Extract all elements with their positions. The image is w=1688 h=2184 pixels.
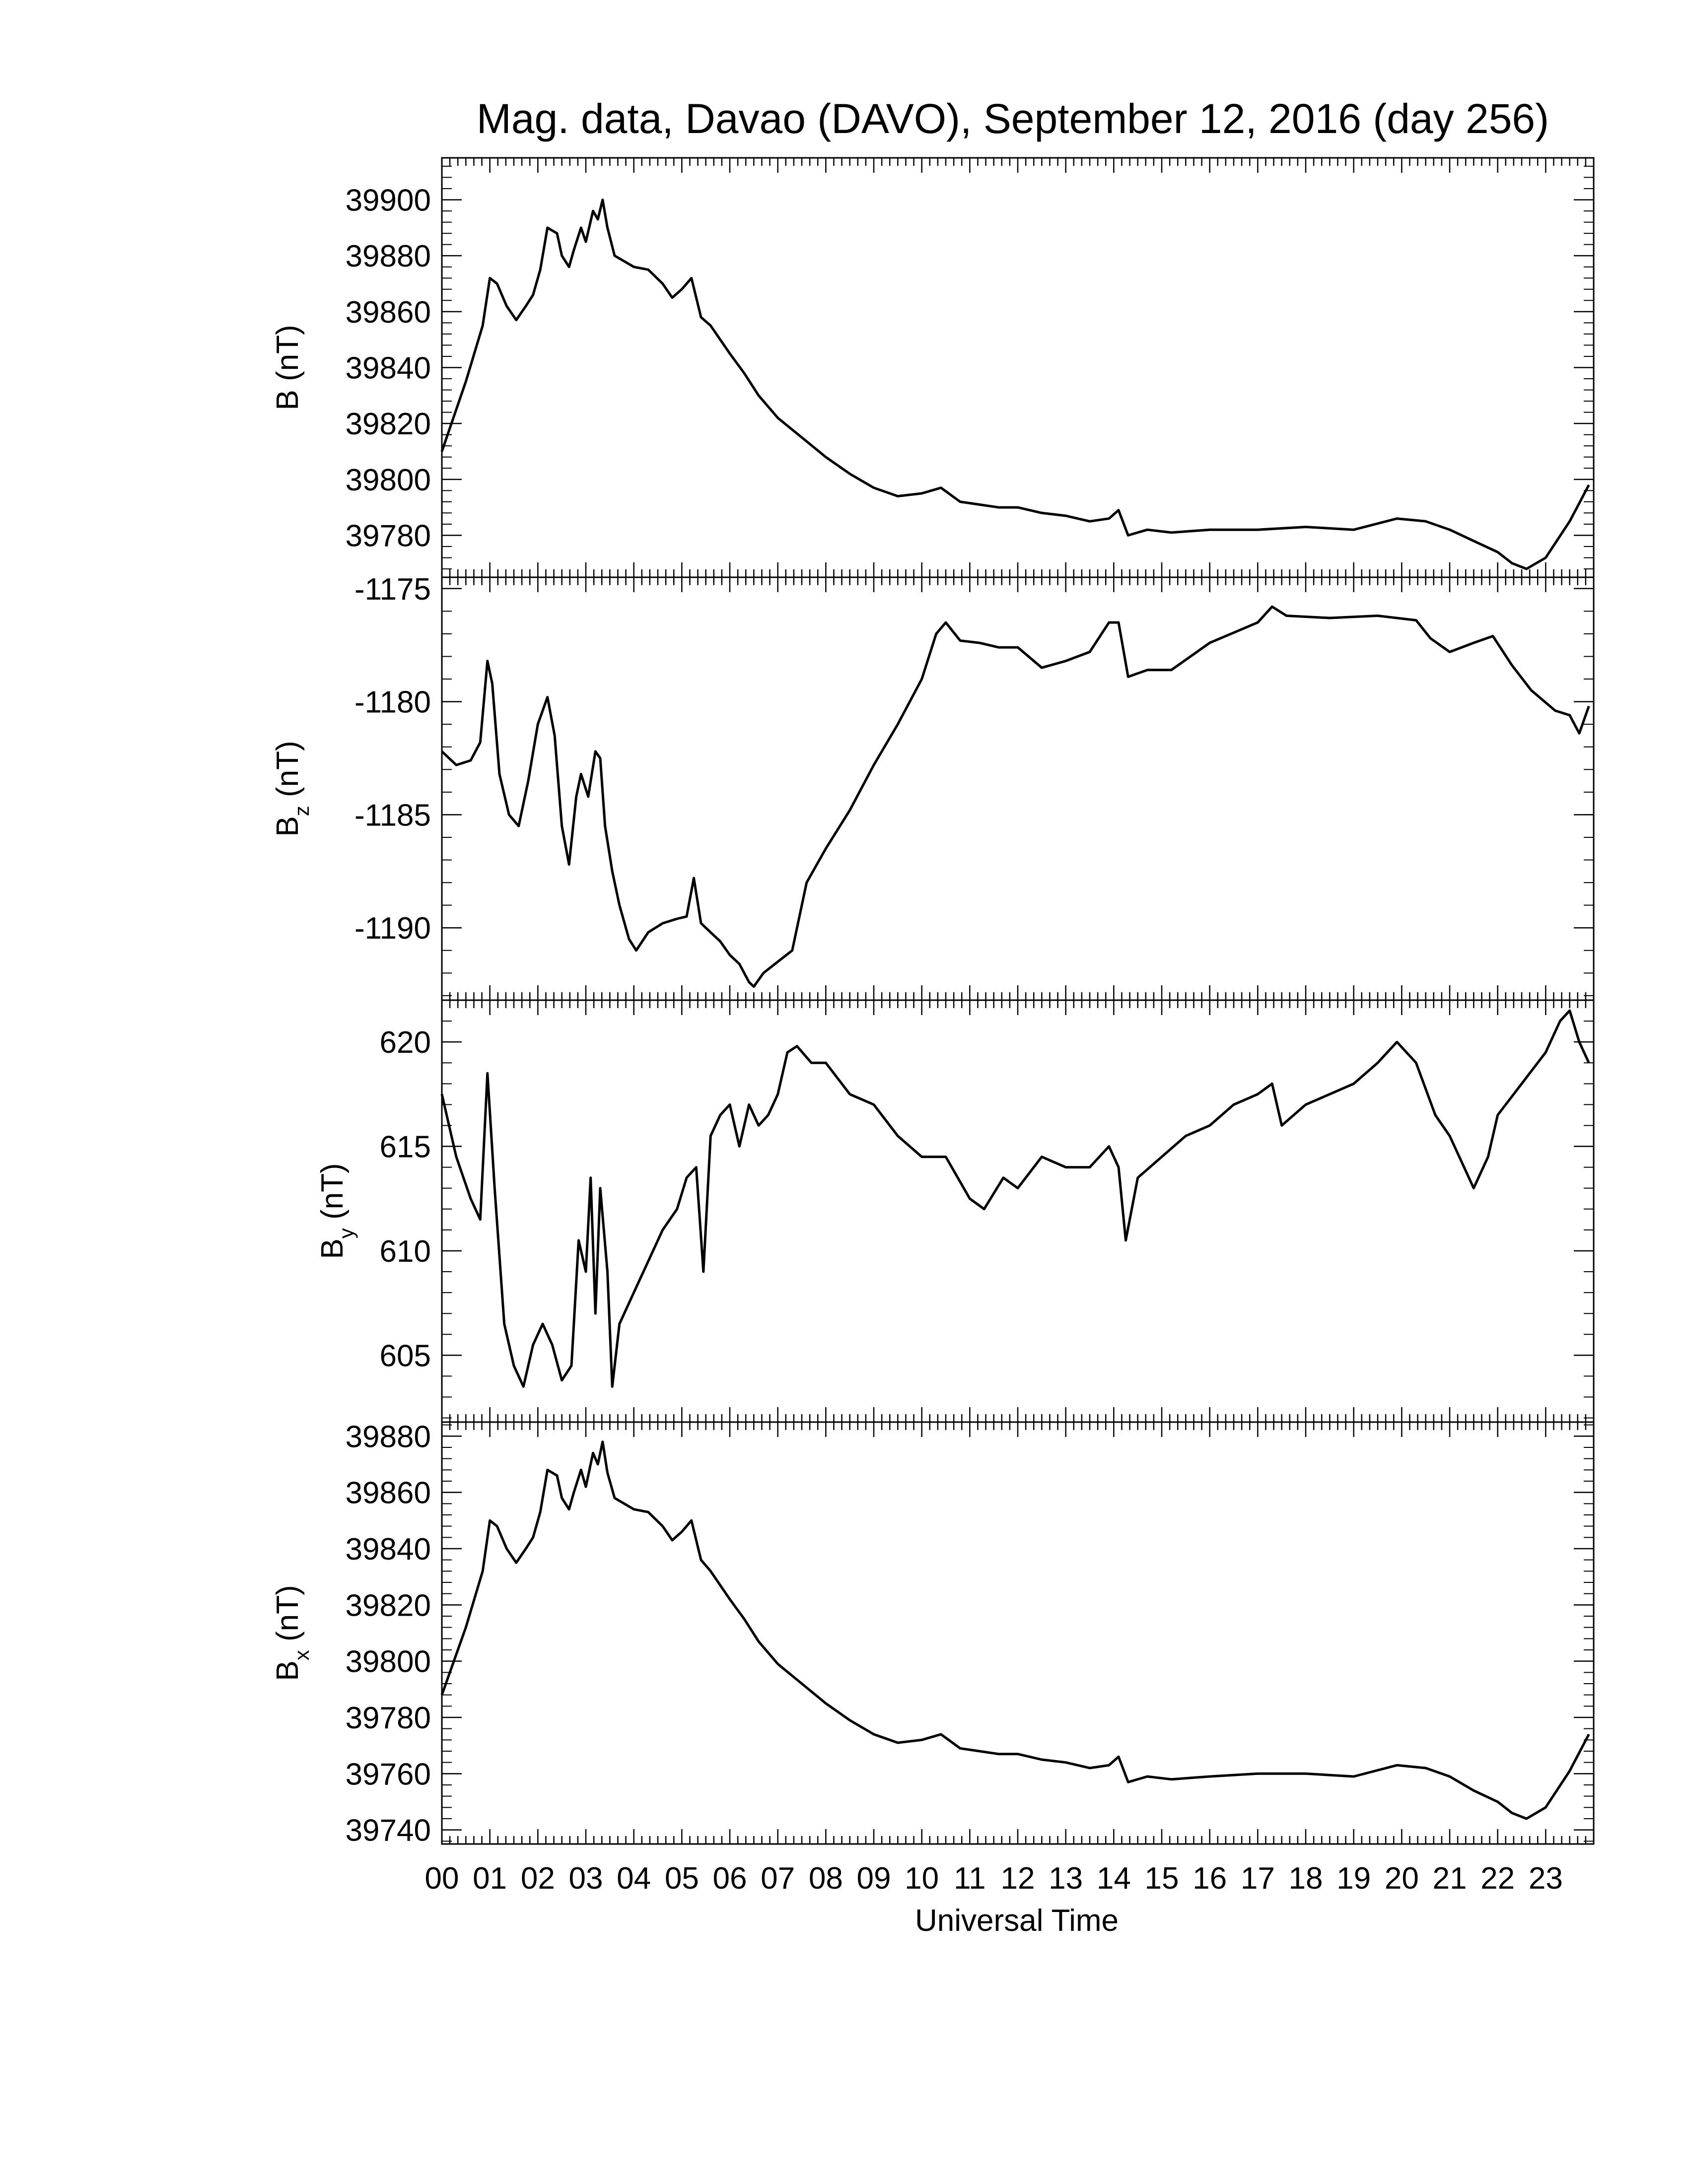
x-tick-label: 12: [1001, 1861, 1035, 1896]
x-tick-label: 11: [954, 1861, 985, 1896]
plot-panels: 39780 39800 39820 39840 39860 39880 39900 B (nT…: [271, 157, 1595, 1848]
y-axis-label-main: B: [315, 1238, 350, 1259]
x-tick-label: 19: [1336, 1861, 1371, 1896]
y-tick-label: 39900: [346, 184, 431, 218]
x-axis-tick-labels: 00 01 02 03 04 05 06 07 08 09 10 11 12 13 14 15 16 17 18 19…: [425, 1861, 1563, 1896]
x-tick-label: 17: [1241, 1861, 1275, 1896]
panel-Bz: -1190 -1185 -1180 -1175 Bz (nT): [271, 572, 1595, 1001]
panel-Bx: 39740 39760 39780 39800 39820 39840 39860 39880…: [271, 1420, 1595, 1848]
panel-frame: [441, 576, 1595, 1001]
x-tick-label: 03: [569, 1861, 603, 1896]
figure-title: Mag. data, Davao (DAVO), September 12, 2…: [477, 95, 1549, 142]
x-tick-label: 04: [617, 1861, 651, 1896]
y-tick-label: 39840: [346, 1532, 431, 1567]
x-tick-label: 23: [1529, 1861, 1563, 1896]
y-axis-label-unit: (nT): [271, 741, 305, 806]
y-axis-label-main: B: [271, 1660, 305, 1681]
y-tick-label: 39780: [346, 519, 431, 553]
series-line-B: [440, 199, 1590, 570]
y-tick-label: 39860: [346, 1476, 431, 1510]
y-axis-label-unit: (nT): [315, 1163, 350, 1228]
y-tick-label: 39820: [346, 407, 431, 441]
y-axis-label-unit: (nT): [271, 1585, 305, 1650]
y-tick-label: 620: [380, 1025, 431, 1060]
x-tick-label: 09: [857, 1861, 891, 1896]
y-tick-label: 39780: [346, 1701, 431, 1735]
y-axis-label: Bx (nT): [271, 1585, 313, 1681]
x-tick-label: 10: [905, 1861, 939, 1896]
panel-frame: [441, 1421, 1595, 1845]
series-line-Bx: [440, 1440, 1590, 1820]
y-axis-label: Bz (nT): [271, 741, 313, 836]
y-tick-label: -1175: [354, 572, 431, 607]
series-line-By: [440, 1009, 1590, 1388]
x-tick-label: 00: [425, 1861, 459, 1896]
x-tick-label: 01: [473, 1861, 507, 1896]
y-tick-label: 610: [380, 1234, 431, 1269]
y-tick-label: 39840: [346, 351, 431, 386]
y-tick-label: 39800: [346, 1645, 431, 1679]
y-axis-label-main: B: [271, 816, 305, 836]
y-tick-label: -1180: [354, 685, 431, 720]
x-tick-label: 02: [521, 1861, 555, 1896]
y-tick-label: 615: [380, 1130, 431, 1164]
y-axis-label-subscript: x: [290, 1650, 313, 1660]
x-tick-label: 15: [1145, 1861, 1179, 1896]
x-tick-label: 16: [1193, 1861, 1227, 1896]
y-tick-label: 605: [380, 1339, 431, 1373]
x-tick-label: 14: [1097, 1861, 1131, 1896]
x-tick-label: 20: [1385, 1861, 1419, 1896]
y-axis-label: By (nT): [315, 1163, 358, 1259]
y-tick-label: 39820: [346, 1588, 431, 1623]
series-line-Bz: [441, 605, 1590, 988]
x-tick-label: 21: [1433, 1861, 1467, 1896]
panel-B: 39780 39800 39820 39840 39860 39880 39900 B (nT…: [271, 157, 1595, 578]
x-tick-label: 05: [665, 1861, 699, 1896]
y-tick-label: 39800: [346, 463, 431, 497]
x-tick-label: 22: [1480, 1861, 1515, 1896]
y-tick-label: 39880: [346, 239, 431, 273]
y-axis-label-main: B: [271, 390, 305, 410]
y-tick-label: 39760: [346, 1757, 431, 1791]
x-tick-label: 06: [713, 1861, 747, 1896]
y-axis-label: B (nT): [271, 325, 305, 410]
y-axis-label-subscript: y: [335, 1228, 358, 1238]
x-tick-label: 07: [761, 1861, 795, 1896]
panel-By: 605 610 615 620 By (nT): [315, 999, 1595, 1423]
y-axis-label-subscript: z: [290, 806, 313, 816]
x-tick-label: 08: [809, 1861, 843, 1896]
y-tick-label: 39740: [346, 1814, 431, 1848]
x-tick-label: 18: [1289, 1861, 1323, 1896]
y-axis-label-unit: (nT): [271, 325, 305, 390]
x-axis-label: Universal Time: [915, 1904, 1119, 1938]
y-tick-label: 39860: [346, 295, 431, 330]
y-tick-label: -1185: [354, 798, 431, 832]
panel-frame: [441, 157, 1595, 578]
y-tick-label: -1190: [354, 911, 431, 946]
x-tick-label: 13: [1049, 1861, 1083, 1896]
y-tick-label: 39880: [346, 1420, 431, 1454]
